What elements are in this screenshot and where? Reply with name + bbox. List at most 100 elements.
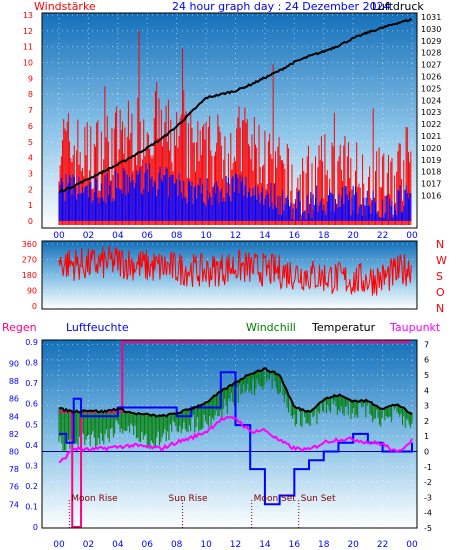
time-tick-label: 00 — [406, 540, 418, 550]
temperature-tick-label: 0 — [424, 448, 429, 457]
wind-tick-label: 11 — [23, 43, 33, 52]
event-label: Moon Rise — [71, 494, 118, 504]
temperature-tick-label: 4 — [424, 386, 429, 395]
direction-tick-label: 90 — [27, 287, 37, 296]
rain-tick-label: 0.2 — [25, 482, 38, 491]
pressure-tick-label: 1018 — [421, 168, 441, 177]
time-tick-label: 22 — [377, 540, 388, 550]
wind-tick-label: 6 — [28, 122, 33, 131]
humidity-tick-label: 88 — [9, 377, 19, 386]
temperature-tick-label: 2 — [424, 417, 429, 426]
wind-axis-label: Windstärke — [34, 0, 96, 13]
time-tick-label: 14 — [259, 540, 271, 550]
wind-tick-label: 3 — [28, 169, 33, 178]
humidity-tick-label: 90 — [9, 360, 19, 369]
temperature-line — [58, 367, 413, 418]
dewpoint-line — [58, 415, 413, 464]
time-tick-label: 16 — [289, 540, 301, 550]
pressure-tick-label: 1019 — [421, 156, 441, 165]
wind-tick-label: 10 — [23, 59, 33, 68]
pressure-tick-label: 1030 — [421, 25, 441, 34]
temperature-tick-label: -4 — [424, 509, 432, 518]
rain-tick-label: 0.9 — [25, 338, 38, 347]
time-tick-label: 10 — [200, 231, 212, 241]
time-tick-label: 20 — [347, 231, 359, 241]
humidity-tick-label: 82 — [9, 430, 19, 439]
compass-label: N — [436, 238, 444, 251]
temperature-tick-label: 7 — [424, 340, 429, 349]
legend-windchill: Windchill — [246, 321, 296, 334]
axes-layer: 0123456789101112131016101710181019102010… — [9, 11, 447, 550]
time-tick-label: 00 — [53, 540, 65, 550]
humidity-tick-label: 78 — [9, 465, 19, 474]
time-tick-label: 12 — [230, 231, 241, 241]
rain-tick-label: 0.5 — [25, 420, 38, 429]
pressure-axis-label: Luftdruck — [372, 0, 424, 13]
wind-tick-label: 12 — [23, 27, 33, 36]
direction-tick-label: 0 — [32, 302, 37, 311]
time-tick-label: 10 — [200, 540, 212, 550]
temperature-tick-label: 1 — [424, 432, 429, 441]
event-label: Moon Set — [254, 494, 297, 504]
pressure-tick-label: 1025 — [421, 84, 441, 93]
legend-temperatur: Temperatur — [311, 321, 376, 334]
wind-tick-label: 7 — [28, 106, 33, 115]
panel-border-bottom — [41, 339, 418, 529]
time-tick-label: 06 — [142, 231, 154, 241]
data-layer — [42, 18, 417, 528]
direction-tick-label: 270 — [22, 256, 37, 265]
rain-tick-label: 0.3 — [25, 461, 38, 470]
pressure-tick-label: 1029 — [421, 37, 441, 46]
time-tick-label: 20 — [347, 540, 359, 550]
rain-tick-label: 0.4 — [25, 441, 38, 450]
time-tick-label: 16 — [289, 231, 301, 241]
rain-tick-label: 0.6 — [25, 400, 38, 409]
legend-luftfeuchte: Luftfeuchte — [66, 321, 129, 334]
wind-tick-label: 13 — [23, 11, 33, 20]
rain-tick-label: 0 — [33, 523, 38, 532]
time-tick-label: 04 — [112, 540, 124, 550]
wind-tick-label: 2 — [28, 185, 33, 194]
pressure-tick-label: 1023 — [421, 108, 441, 117]
humidity-tick-label: 86 — [9, 395, 19, 404]
time-tick-label: 18 — [318, 540, 330, 550]
pressure-tick-label: 1021 — [421, 132, 441, 141]
rain-tick-label: 0.8 — [25, 359, 38, 368]
pressure-tick-label: 1017 — [421, 180, 441, 189]
wind-tick-label: 5 — [28, 138, 33, 147]
time-tick-label: 00 — [53, 231, 65, 241]
legend-taupunkt: Taupunkt — [389, 321, 441, 334]
wind-tick-label: 8 — [28, 90, 33, 99]
event-label: Sun Set — [301, 494, 336, 504]
time-tick-label: 12 — [230, 540, 241, 550]
time-tick-label: 02 — [83, 540, 94, 550]
compass-label: W — [436, 254, 447, 267]
time-tick-label: 02 — [83, 231, 94, 241]
pressure-tick-label: 1028 — [421, 49, 441, 58]
pressure-tick-label: 1031 — [421, 13, 441, 22]
chart-title: 24 hour graph day : 24 Dezember 2024 — [172, 0, 391, 13]
compass-label: O — [436, 286, 445, 299]
compass-label: N — [436, 302, 444, 315]
direction-tick-label: 180 — [22, 271, 37, 280]
panel-border-top — [41, 12, 418, 229]
pressure-tick-label: 1027 — [421, 61, 441, 70]
pressure-tick-label: 1022 — [421, 120, 441, 129]
humidity-tick-label: 76 — [9, 483, 19, 492]
rain-tick-label: 0.7 — [25, 379, 38, 388]
rain-line — [59, 341, 411, 528]
panel-border-middle — [41, 240, 418, 310]
time-tick-label: 14 — [259, 231, 271, 241]
direction-tick-label: 360 — [22, 240, 37, 249]
wind-tick-label: 9 — [28, 74, 33, 83]
pressure-tick-label: 1016 — [421, 192, 441, 201]
time-tick-label: 04 — [112, 231, 124, 241]
wind-tick-label: 1 — [28, 201, 33, 210]
temperature-tick-label: 3 — [424, 402, 429, 411]
humidity-tick-label: 80 — [9, 448, 19, 457]
wind-tick-label: 4 — [28, 154, 33, 163]
temperature-tick-label: -3 — [424, 493, 432, 502]
pressure-tick-label: 1020 — [421, 144, 441, 153]
temperature-tick-label: -2 — [424, 478, 432, 487]
